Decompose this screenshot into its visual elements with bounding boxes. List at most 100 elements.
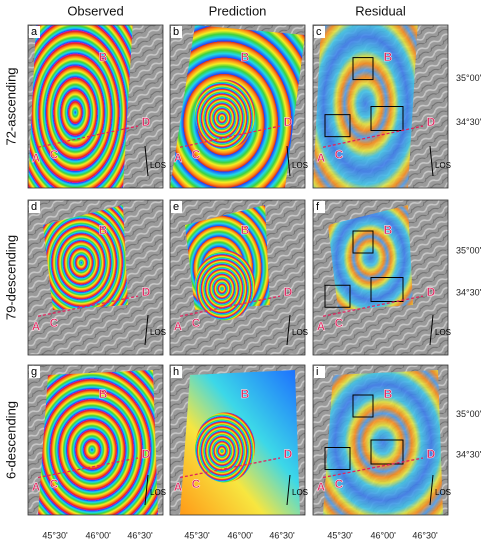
lon-tick-label: 46°00' bbox=[371, 530, 397, 540]
panel-frame bbox=[169, 199, 306, 356]
point-label: A bbox=[32, 319, 41, 333]
los-label: LOS bbox=[292, 488, 308, 497]
los-label: LOS bbox=[292, 328, 308, 337]
point-label: B bbox=[384, 223, 393, 237]
residual-box bbox=[352, 230, 374, 254]
los-label: LOS bbox=[435, 328, 451, 337]
letter-box bbox=[171, 201, 182, 213]
panel-letter: d bbox=[31, 201, 37, 213]
deformation-field bbox=[28, 25, 133, 188]
lon-tick-label: 45°30' bbox=[184, 530, 210, 540]
lon-tick-label: 46°00' bbox=[86, 530, 112, 540]
los-arrow bbox=[429, 474, 434, 506]
letter-box bbox=[314, 201, 325, 213]
deformation-field bbox=[328, 205, 413, 310]
letter-box bbox=[171, 366, 182, 378]
panel: A B C Dd LOS bbox=[27, 199, 166, 356]
point-label: D bbox=[427, 285, 436, 299]
fringe-core bbox=[195, 79, 255, 150]
profile-line bbox=[322, 295, 424, 317]
lat-tick-label: 35°00' bbox=[456, 246, 482, 256]
lon-tick-label: 46°00' bbox=[228, 530, 254, 540]
point-label: A bbox=[317, 319, 326, 333]
los-arrow bbox=[429, 314, 434, 346]
fringe-core bbox=[195, 412, 255, 483]
profile-line bbox=[322, 125, 424, 148]
point-label: C bbox=[192, 477, 201, 491]
panel-frame bbox=[27, 199, 164, 356]
panel-letter: e bbox=[173, 201, 179, 213]
panel-image bbox=[28, 200, 163, 355]
lat-tick-label: 34°30' bbox=[456, 287, 482, 297]
point-label: C bbox=[50, 148, 59, 162]
point-label: B bbox=[241, 223, 250, 237]
profile-line bbox=[179, 125, 281, 148]
panel: A B C Di LOS bbox=[312, 364, 451, 516]
point-label: D bbox=[142, 447, 151, 461]
deformation-field bbox=[38, 370, 158, 515]
lon-tick-label: 45°30' bbox=[327, 530, 353, 540]
panel-image bbox=[313, 25, 448, 188]
point-label: D bbox=[284, 285, 293, 299]
profile-line bbox=[37, 457, 139, 479]
column-header: Prediction bbox=[209, 3, 267, 18]
fringe-core bbox=[195, 250, 255, 321]
row-label: 6-descending bbox=[3, 401, 18, 479]
los-label: LOS bbox=[150, 328, 166, 337]
los-label: LOS bbox=[150, 161, 166, 170]
lat-tick-label: 35°00' bbox=[456, 73, 482, 83]
panel: A B C Da LOS bbox=[27, 24, 166, 189]
los-arrow bbox=[286, 314, 291, 346]
point-label: A bbox=[32, 480, 41, 494]
point-label: B bbox=[99, 387, 108, 401]
residual-box bbox=[352, 57, 374, 81]
point-label: B bbox=[384, 50, 393, 64]
point-label: A bbox=[317, 151, 326, 165]
point-label: B bbox=[241, 387, 250, 401]
panel-frame bbox=[27, 24, 164, 189]
letter-box bbox=[314, 366, 325, 378]
point-label: D bbox=[142, 115, 151, 129]
los-arrow bbox=[286, 145, 291, 177]
lon-tick-label: 46°30' bbox=[412, 530, 438, 540]
point-label: D bbox=[427, 447, 436, 461]
los-arrow bbox=[144, 314, 149, 346]
point-label: C bbox=[192, 316, 201, 330]
panel-image bbox=[28, 25, 163, 188]
panel-frame bbox=[312, 24, 449, 189]
panel: A B C Dc LOS bbox=[312, 24, 451, 189]
point-label: A bbox=[317, 480, 326, 494]
point-label: C bbox=[192, 148, 201, 162]
letter-box bbox=[29, 366, 40, 378]
panel-frame bbox=[312, 199, 449, 356]
panel-letter: f bbox=[316, 201, 320, 213]
los-label: LOS bbox=[435, 161, 451, 170]
profile-line bbox=[179, 295, 281, 317]
point-label: A bbox=[174, 480, 183, 494]
panel: A B C Df LOS bbox=[312, 199, 451, 356]
letter-box bbox=[171, 26, 182, 38]
letter-box bbox=[314, 26, 325, 38]
point-label: C bbox=[335, 477, 344, 491]
panel-letter: c bbox=[316, 26, 322, 38]
lat-tick-label: 34°30' bbox=[456, 117, 482, 127]
panel: A B C Db LOS bbox=[169, 24, 308, 189]
panel-letter: b bbox=[173, 26, 179, 38]
residual-box bbox=[324, 447, 351, 470]
letter-box bbox=[29, 26, 40, 38]
residual-box bbox=[370, 106, 404, 131]
panel-frame bbox=[169, 364, 306, 516]
los-arrow bbox=[429, 145, 434, 177]
panel-letter: a bbox=[31, 26, 38, 38]
los-label: LOS bbox=[150, 488, 166, 497]
point-label: C bbox=[335, 148, 344, 162]
residual-box bbox=[324, 284, 351, 308]
los-arrow bbox=[286, 474, 291, 506]
panel-image bbox=[170, 25, 305, 188]
lat-tick-label: 34°30' bbox=[456, 449, 482, 459]
profile-line bbox=[179, 457, 281, 479]
los-arrow bbox=[144, 474, 149, 506]
los-label: LOS bbox=[435, 488, 451, 497]
point-label: B bbox=[99, 50, 108, 64]
row-label: 72-ascending bbox=[3, 67, 18, 145]
